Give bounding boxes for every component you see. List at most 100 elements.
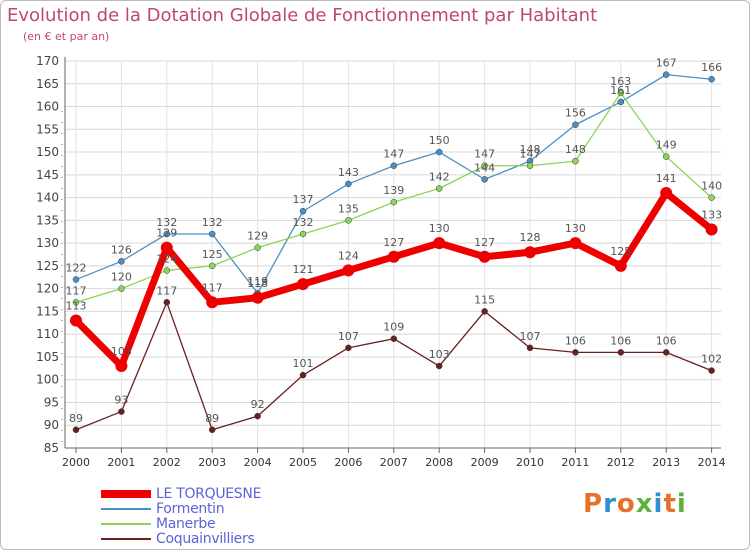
data-point xyxy=(572,349,579,356)
data-label: 92 xyxy=(251,398,265,411)
data-label: 147 xyxy=(520,148,541,161)
data-label: 147 xyxy=(383,148,404,161)
data-point xyxy=(662,71,670,78)
data-label: 107 xyxy=(520,330,541,343)
data-point xyxy=(708,75,715,83)
data-label: 132 xyxy=(156,216,177,229)
data-point xyxy=(72,276,80,283)
data-point xyxy=(163,267,171,274)
legend-label: LE TORQUESNE xyxy=(156,486,262,502)
data-point xyxy=(208,262,216,270)
data-point xyxy=(299,371,307,379)
x-tick-label: 2008 xyxy=(425,456,453,469)
data-label: 161 xyxy=(610,84,631,97)
data-label: 132 xyxy=(202,216,223,229)
data-label: 103 xyxy=(429,348,450,361)
data-point xyxy=(617,98,625,106)
data-point xyxy=(617,89,625,97)
data-point xyxy=(390,198,398,206)
data-point xyxy=(435,362,443,370)
data-label: 93 xyxy=(114,394,128,407)
legend-label: Manerbe xyxy=(156,516,216,532)
data-label: 133 xyxy=(701,208,722,221)
legend-swatch xyxy=(101,508,151,510)
data-point xyxy=(617,349,625,356)
data-point xyxy=(251,291,264,304)
logo-letter: P xyxy=(583,489,604,519)
data-label: 132 xyxy=(293,216,314,229)
data-label: 147 xyxy=(474,148,495,161)
legend-swatch xyxy=(101,490,151,498)
data-label: 122 xyxy=(66,262,87,275)
data-label: 124 xyxy=(338,249,359,262)
data-label: 148 xyxy=(520,143,541,156)
data-label: 149 xyxy=(656,139,677,152)
x-tick-label: 2004 xyxy=(244,456,272,469)
data-point xyxy=(662,349,670,356)
x-tick-label: 2011 xyxy=(561,456,589,469)
data-label: 115 xyxy=(474,293,495,306)
data-label: 140 xyxy=(701,180,722,193)
data-point xyxy=(435,148,443,156)
x-tick-label: 2013 xyxy=(652,456,680,469)
y-tick-label: 90 xyxy=(44,418,59,432)
proxiti-logo: Proxiti xyxy=(583,489,687,519)
y-tick-label: 160 xyxy=(36,100,59,114)
x-tick-label: 2010 xyxy=(516,456,544,469)
legend-item: LE TORQUESNE xyxy=(101,486,361,502)
data-label: 137 xyxy=(293,193,314,206)
x-tick-label: 2005 xyxy=(289,456,317,469)
data-point xyxy=(72,299,80,306)
data-point xyxy=(254,244,261,251)
data-point xyxy=(299,207,307,215)
data-label: 89 xyxy=(69,412,83,425)
data-label: 156 xyxy=(565,107,586,120)
chart-title: Evolution de la Dotation Globale de Fonc… xyxy=(7,5,598,26)
legend-label: Formentin xyxy=(156,501,225,517)
data-label: 103 xyxy=(111,345,132,358)
x-tick-label: 2003 xyxy=(198,456,226,469)
data-point xyxy=(390,162,398,169)
data-point xyxy=(481,176,488,183)
data-point xyxy=(708,194,715,201)
data-point xyxy=(569,237,582,250)
legend-item: Formentin xyxy=(101,501,361,517)
data-label: 167 xyxy=(656,57,677,70)
y-tick-label: 150 xyxy=(36,145,59,159)
data-label: 102 xyxy=(701,353,722,366)
data-point xyxy=(208,230,216,238)
data-label: 129 xyxy=(247,230,268,243)
data-point xyxy=(481,308,488,315)
data-label: 128 xyxy=(520,231,541,244)
data-label: 166 xyxy=(701,61,722,74)
logo-letter: o xyxy=(616,489,636,519)
data-label: 127 xyxy=(474,236,495,249)
data-label: 118 xyxy=(247,277,268,290)
data-point xyxy=(526,162,534,169)
data-label: 135 xyxy=(338,202,359,215)
data-label: 117 xyxy=(202,281,223,294)
data-point xyxy=(254,412,261,420)
data-label: 113 xyxy=(66,300,87,313)
y-tick-label: 105 xyxy=(36,350,59,364)
data-point xyxy=(435,185,443,192)
data-point xyxy=(345,344,352,352)
legend-item: Manerbe xyxy=(101,516,361,532)
data-point xyxy=(572,157,579,165)
x-tick-label: 2009 xyxy=(471,456,499,469)
data-label: 120 xyxy=(111,271,132,284)
data-point xyxy=(614,259,627,272)
x-tick-label: 2014 xyxy=(698,456,726,469)
y-tick-label: 125 xyxy=(36,259,59,273)
y-tick-label: 165 xyxy=(36,77,59,91)
y-tick-label: 170 xyxy=(36,54,59,68)
x-tick-label: 2001 xyxy=(107,456,135,469)
axes: 85 90 95 100 105 110 115 120 125 130 135 140 145 150 1… xyxy=(36,54,726,469)
data-label: 127 xyxy=(383,236,404,249)
legend-swatch xyxy=(101,538,151,540)
y-tick-label: 145 xyxy=(36,168,59,182)
y-tick-label: 155 xyxy=(36,122,59,136)
y-tick-label: 95 xyxy=(44,395,59,409)
data-point xyxy=(163,299,171,306)
